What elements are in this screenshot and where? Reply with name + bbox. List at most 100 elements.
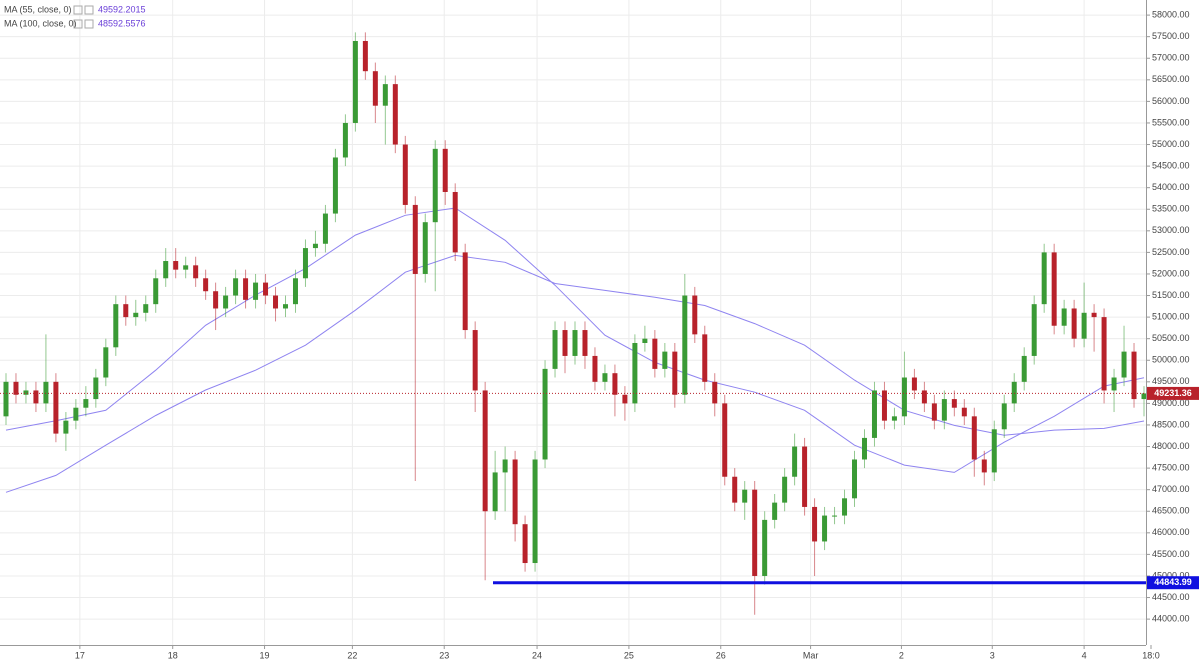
candle-body — [43, 381, 49, 404]
x-tick-label: 22 — [347, 650, 357, 660]
y-tick-label: 46000.00 — [1152, 527, 1190, 537]
x-tick-label: 17 — [75, 650, 85, 660]
candle-body — [752, 489, 758, 576]
candle-body — [312, 243, 318, 249]
candle-body — [842, 498, 848, 516]
y-tick-label: 44500.00 — [1152, 592, 1190, 602]
candle-body — [302, 248, 308, 279]
candle-body — [512, 459, 518, 525]
candle-body — [3, 381, 9, 417]
candle-body — [652, 338, 658, 369]
candle-body — [662, 351, 668, 369]
legend-icon[interactable] — [84, 5, 94, 15]
candle-body — [442, 148, 448, 192]
candle-body — [33, 390, 39, 404]
candle-body — [582, 330, 588, 356]
candle-body — [901, 377, 907, 417]
candle-body — [931, 403, 937, 421]
candle-body — [732, 476, 738, 503]
candle-body — [881, 390, 887, 421]
y-tick-label: 48500.00 — [1152, 419, 1190, 429]
candle-body — [552, 330, 558, 369]
y-tick-label: 48000.00 — [1152, 441, 1190, 451]
candle-body — [871, 390, 877, 438]
y-tick-label: 50500.00 — [1152, 333, 1190, 343]
candle-body — [372, 71, 378, 106]
candle-body — [332, 157, 338, 214]
candle-body — [572, 330, 578, 356]
candle-body — [692, 295, 698, 335]
candle-body — [532, 459, 538, 564]
candle-body — [682, 295, 688, 395]
y-tick-label: 53500.00 — [1152, 204, 1190, 214]
x-tick-label: 18:0 — [1142, 650, 1160, 660]
y-tick-label: 58000.00 — [1152, 9, 1190, 19]
y-tick-label: 49000.00 — [1152, 398, 1190, 408]
candle-body — [891, 416, 897, 421]
candle-body — [1121, 351, 1127, 378]
candle-body — [672, 351, 678, 395]
candle-body — [253, 282, 259, 300]
y-tick-label: 54500.00 — [1152, 160, 1190, 170]
price-axis — [1146, 0, 1200, 663]
legend-icon[interactable] — [73, 19, 83, 29]
y-tick-label: 55000.00 — [1152, 139, 1190, 149]
candle-body — [802, 446, 808, 507]
candle-body — [522, 524, 528, 564]
y-tick-label: 53000.00 — [1152, 225, 1190, 235]
candle-body — [63, 420, 69, 434]
y-tick-label: 45000.00 — [1152, 570, 1190, 580]
candle-body — [612, 373, 618, 395]
candle-body — [861, 437, 867, 460]
candle-body — [1011, 381, 1017, 404]
y-tick-label: 56500.00 — [1152, 74, 1190, 84]
legend-icon[interactable] — [73, 5, 83, 15]
candle-body — [153, 278, 159, 305]
x-tick-label: 18 — [168, 650, 178, 660]
candle-body — [362, 40, 368, 72]
candle-body — [183, 265, 189, 270]
y-tick-label: 54000.00 — [1152, 182, 1190, 192]
candle-body — [1081, 312, 1087, 339]
candle-body — [113, 304, 119, 348]
candle-body — [642, 338, 648, 343]
candle-body — [941, 399, 947, 421]
candle-body — [263, 282, 269, 296]
horizontal-line-label: 44843.99 — [1154, 577, 1192, 587]
candle-body — [742, 489, 748, 503]
candle-body — [243, 278, 249, 300]
y-tick-label: 57500.00 — [1152, 31, 1190, 41]
candle-body — [482, 390, 488, 512]
candle-body — [1131, 351, 1137, 400]
x-tick-label: 3 — [990, 650, 995, 660]
candle-body — [562, 330, 568, 356]
candle-body — [632, 342, 638, 404]
candle-body — [602, 373, 608, 382]
candle-body — [911, 377, 917, 391]
candle-body — [143, 304, 149, 313]
candle-body — [412, 204, 418, 274]
candle-body — [981, 459, 987, 473]
candle-body — [203, 278, 209, 292]
candle-body — [402, 144, 408, 205]
y-tick-label: 47000.00 — [1152, 484, 1190, 494]
candle-body — [173, 261, 179, 270]
candle-body — [53, 381, 59, 434]
y-tick-label: 56000.00 — [1152, 96, 1190, 106]
candle-body — [1101, 317, 1107, 391]
candle-body — [961, 407, 967, 417]
legend-name: MA (55, close, 0) — [4, 4, 72, 14]
legend-icon[interactable] — [84, 19, 94, 29]
candle-body — [93, 377, 99, 400]
y-tick-label: 51000.00 — [1152, 311, 1190, 321]
current-price-tag — [1147, 386, 1199, 400]
candle-body — [502, 459, 508, 473]
candle-body — [991, 429, 997, 473]
candle-body — [1061, 308, 1067, 326]
candle-body — [292, 278, 298, 305]
candle-body — [722, 403, 728, 477]
candle-body — [1021, 355, 1027, 382]
candle-body — [951, 399, 957, 408]
candle-body — [1111, 377, 1117, 391]
